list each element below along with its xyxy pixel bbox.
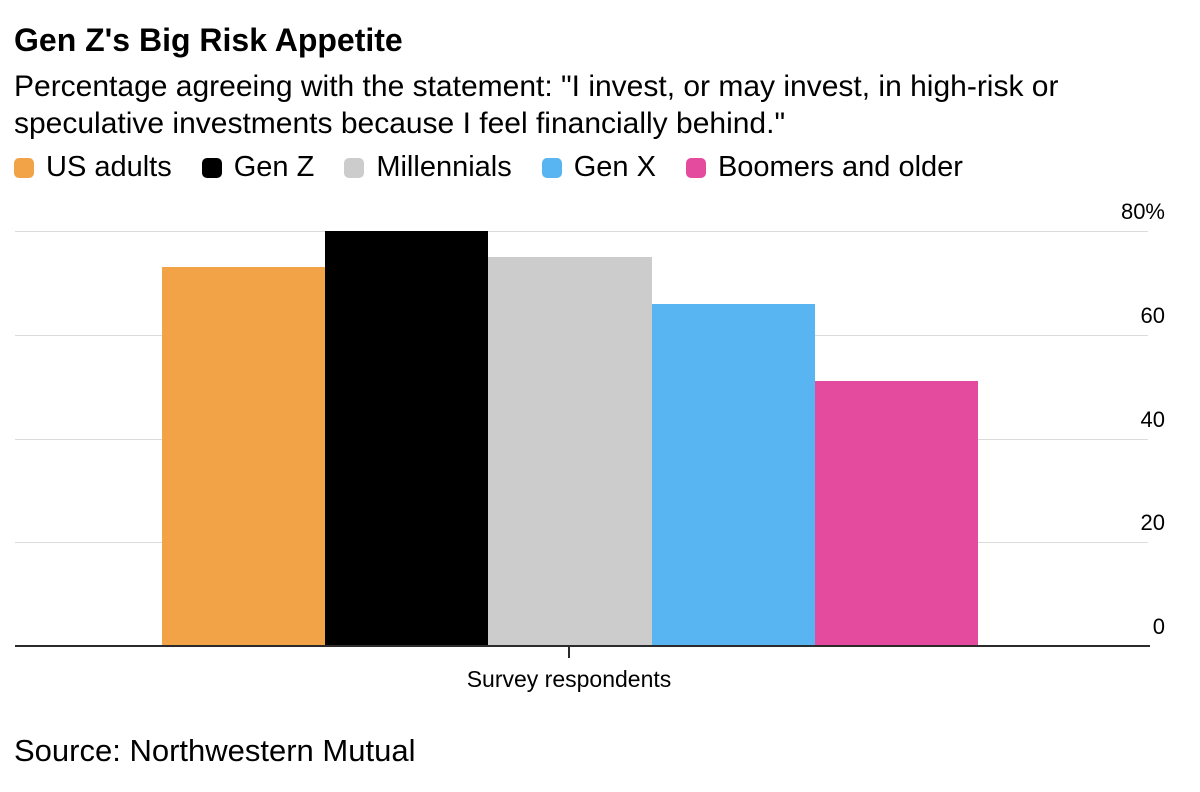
legend-item-boomers-and-older: Boomers and older	[685, 151, 963, 184]
y-axis-tick-label: 20	[1140, 510, 1165, 536]
bar-gen-x	[651, 303, 815, 646]
x-axis-label: Survey respondents	[466, 666, 672, 692]
bar-millennials	[488, 256, 652, 646]
plot-area	[15, 231, 1148, 646]
legend-item-gen-z: Gen Z	[201, 151, 315, 184]
gridline-80	[15, 231, 1148, 232]
chart-title: Gen Z's Big Risk Appetite	[14, 22, 403, 58]
chart-legend: US adults Gen Z Millennials Gen X Boomers an…	[14, 151, 963, 184]
legend-label: Boomers and older	[717, 151, 963, 183]
legend-swatch-icon	[14, 157, 34, 178]
source-credit: Source: Northwestern Mutual	[14, 733, 416, 768]
x-axis-baseline	[15, 645, 1150, 647]
bar-gen-z	[325, 231, 489, 646]
y-axis-tick-label: 40	[1140, 406, 1165, 432]
y-axis-tick-label: 0	[1152, 614, 1165, 639]
legend-swatch-icon	[344, 157, 365, 178]
legend-label: Gen X	[573, 151, 656, 183]
legend-label: US adults	[46, 151, 172, 183]
legend-label: Millennials	[376, 151, 512, 183]
legend-swatch-icon	[201, 157, 222, 178]
legend-item-millennials: Millennials	[344, 151, 512, 184]
y-axis-tick-label: 60	[1140, 302, 1165, 328]
legend-swatch-icon	[541, 157, 562, 178]
bar-us-adults	[162, 267, 326, 646]
y-axis-tick-label: 80%	[1120, 199, 1165, 224]
chart-subtitle: Percentage agreeing with the statement: …	[14, 70, 1059, 140]
legend-item-gen-x: Gen X	[541, 151, 656, 184]
x-axis-tick	[568, 647, 570, 658]
legend-item-us-adults: US adults	[14, 151, 172, 184]
bar-boomers-and-older	[814, 381, 978, 646]
legend-label: Gen Z	[233, 151, 315, 183]
legend-swatch-icon	[685, 157, 706, 178]
